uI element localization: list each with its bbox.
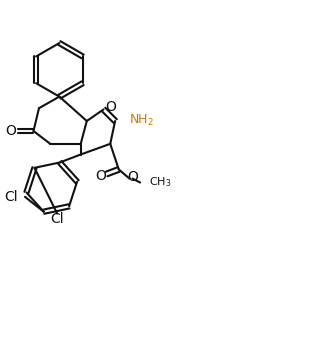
Text: O: O [128, 171, 138, 184]
Text: O: O [106, 100, 116, 114]
Text: Cl: Cl [50, 212, 64, 226]
Text: Cl: Cl [5, 190, 18, 204]
Text: O: O [6, 124, 16, 138]
Text: O: O [96, 169, 107, 184]
Text: NH$_2$: NH$_2$ [129, 113, 154, 128]
Text: CH$_3$: CH$_3$ [149, 175, 172, 189]
